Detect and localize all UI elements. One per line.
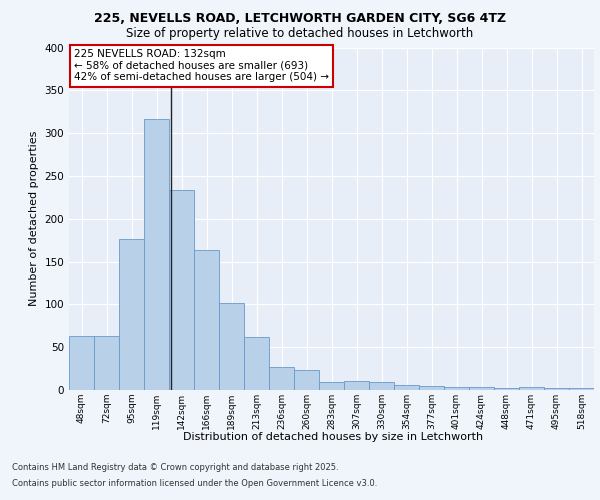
Bar — [494, 388, 519, 390]
Text: 225, NEVELLS ROAD, LETCHWORTH GARDEN CITY, SG6 4TZ: 225, NEVELLS ROAD, LETCHWORTH GARDEN CIT… — [94, 12, 506, 26]
Text: Contains HM Land Registry data © Crown copyright and database right 2025.: Contains HM Land Registry data © Crown c… — [12, 464, 338, 472]
Bar — [119, 240, 144, 390]
Bar — [344, 382, 369, 390]
Bar — [544, 388, 569, 390]
Bar — [469, 388, 494, 390]
Bar — [519, 386, 544, 390]
Bar — [394, 385, 419, 390]
Bar — [94, 336, 119, 390]
Bar — [444, 388, 469, 390]
Y-axis label: Number of detached properties: Number of detached properties — [29, 131, 39, 306]
Bar — [369, 382, 394, 390]
Bar — [244, 337, 269, 390]
Text: Size of property relative to detached houses in Letchworth: Size of property relative to detached ho… — [127, 28, 473, 40]
Text: Distribution of detached houses by size in Letchworth: Distribution of detached houses by size … — [183, 432, 483, 442]
Bar — [219, 302, 244, 390]
Text: Contains public sector information licensed under the Open Government Licence v3: Contains public sector information licen… — [12, 478, 377, 488]
Bar — [294, 370, 319, 390]
Bar — [319, 382, 344, 390]
Bar — [269, 367, 294, 390]
Text: 225 NEVELLS ROAD: 132sqm
← 58% of detached houses are smaller (693)
42% of semi-: 225 NEVELLS ROAD: 132sqm ← 58% of detach… — [74, 49, 329, 82]
Bar — [144, 120, 169, 390]
Bar — [419, 386, 444, 390]
Bar — [169, 190, 194, 390]
Bar — [569, 388, 594, 390]
Bar — [194, 250, 219, 390]
Bar — [69, 336, 94, 390]
